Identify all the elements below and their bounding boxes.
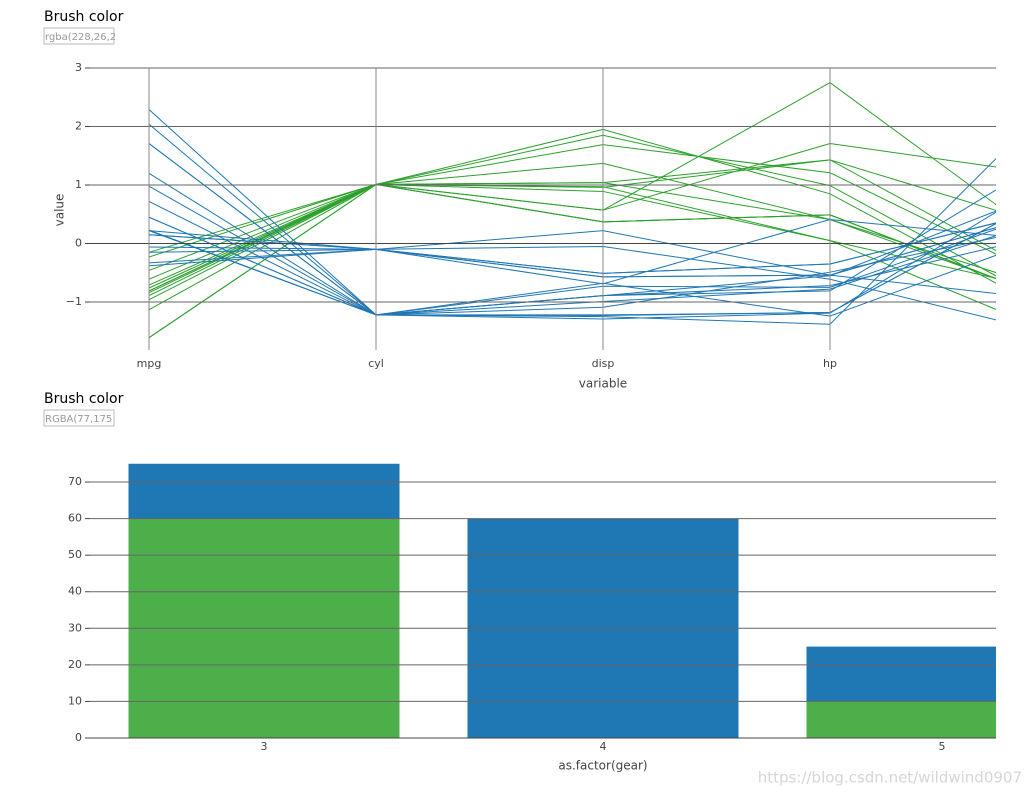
x-axis-title: as.factor(gear): [558, 759, 647, 773]
x-tick-label: 4: [600, 740, 607, 753]
x-tick-label: hp: [823, 357, 837, 370]
watermark: https://blog.csdn.net/wildwind0907: [758, 769, 1022, 787]
data-line: [148, 222, 996, 274]
y-tick-label: 3: [75, 61, 82, 74]
y-tick-label: 30: [68, 621, 82, 634]
control-label: Brush color: [44, 391, 124, 407]
control-label: Brush color: [44, 9, 124, 25]
x-tick-label: cyl: [368, 357, 384, 370]
data-line: [148, 200, 996, 317]
x-tick-label: disp: [592, 357, 615, 370]
y-tick-label: 0: [75, 237, 82, 250]
y-axis-title: value: [53, 194, 67, 227]
color-input[interactable]: [43, 27, 115, 45]
bars-layer: [128, 463, 996, 738]
y-tick-label: 2: [75, 120, 82, 133]
bar-segment: [806, 646, 996, 702]
input-value: RGBA(77,175: [45, 414, 112, 425]
color-input[interactable]: [43, 409, 115, 427]
input-value: rgba(228,26,2: [45, 32, 116, 43]
x-tick-label: 5: [939, 740, 946, 753]
y-tick-label: 70: [68, 475, 82, 488]
y-tick-label: 50: [68, 548, 82, 561]
y-tick-label: 40: [68, 585, 82, 598]
y-tick-label: 1: [75, 178, 82, 191]
x-tick-label: mpg: [137, 357, 162, 370]
x-axis-title: variable: [579, 377, 627, 391]
bar-segment: [128, 463, 400, 519]
x-tick-label: 3: [261, 740, 268, 753]
y-tick-label: 0: [75, 731, 82, 744]
bar-segment: [806, 701, 996, 738]
data-line: [148, 183, 996, 292]
y-tick-label: 20: [68, 658, 82, 671]
y-tick-label: −1: [66, 295, 82, 308]
data-line: [148, 128, 996, 339]
y-tick-label: 10: [68, 694, 82, 707]
data-line: [148, 222, 996, 274]
data-line: [148, 210, 996, 316]
y-tick-label: 60: [68, 512, 82, 525]
lines-layer: [148, 82, 996, 339]
